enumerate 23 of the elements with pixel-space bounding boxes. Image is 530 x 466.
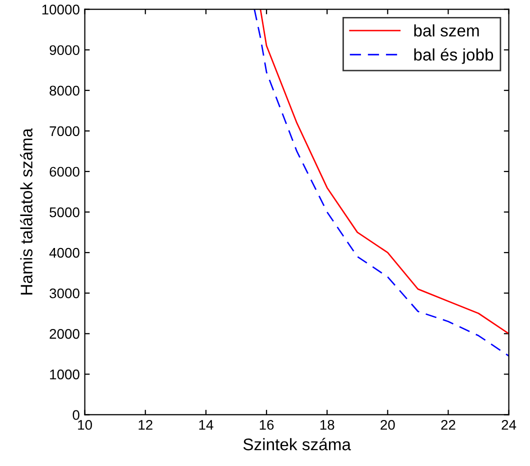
y-tick-label: 3000 [50,288,80,298]
x-tick-label: 14 [199,420,214,430]
y-tick-label: 0 [72,410,80,420]
x-tick-label: 12 [138,420,152,430]
y-tick-label: 4000 [49,248,80,258]
x-tick-label: 18 [320,420,334,430]
x-axis-title: Szintek száma [243,438,351,450]
x-tick-label: 16 [260,420,274,430]
x-tick-label: 24 [502,420,516,430]
x-tick-label: 22 [441,420,456,430]
y-tick-label: 6000 [50,166,80,177]
y-tick-label: 9000 [50,45,80,56]
y-tick-label: 10000 [42,4,80,14]
y-tick-label: 2000 [50,328,80,339]
y-tick-label: 7000 [50,126,80,136]
y-axis-title: Hamis találatok száma [20,128,32,294]
x-tick-label: 20 [380,420,395,430]
y-tick-label: 8000 [50,86,80,96]
x-tick-label: 10 [78,420,92,430]
legend-label: bal és jobb [414,48,494,64]
y-tick-label: 1000 [50,370,80,380]
y-tick-label: 5000 [50,207,80,218]
legend-label: bal szem [414,24,479,37]
